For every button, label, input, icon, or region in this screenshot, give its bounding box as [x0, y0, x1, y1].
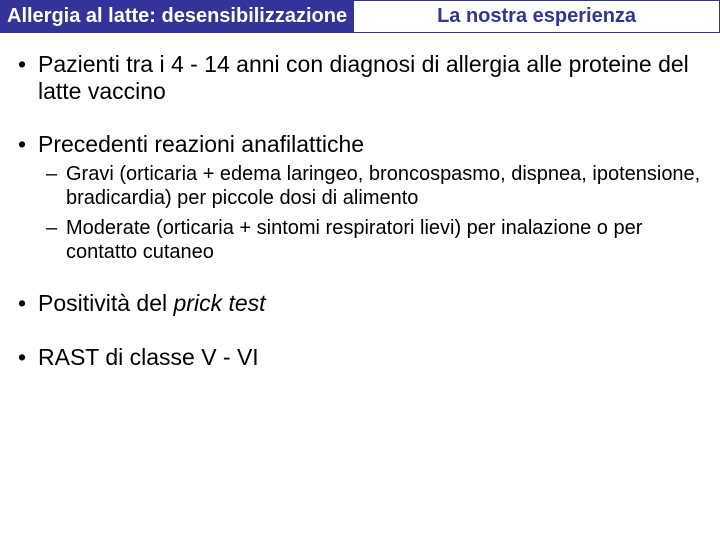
sub-bullet-item: Moderate (orticaria + sintomi respirator…: [38, 216, 706, 264]
bullet-item: Positività del prick test: [14, 290, 706, 317]
bullet-text-italic: prick test: [174, 290, 266, 316]
bullet-list: Positività del prick test RAST di classe…: [14, 290, 706, 370]
header-right-title: La nostra esperienza: [354, 0, 720, 33]
bullet-item: Precedenti reazioni anafilattiche Gravi …: [14, 131, 706, 264]
sub-bullet-item: Gravi (orticaria + edema laringeo, bronc…: [38, 162, 706, 210]
slide-content: Pazienti tra i 4 - 14 anni con diagnosi …: [0, 33, 720, 371]
bullet-item: Pazienti tra i 4 - 14 anni con diagnosi …: [14, 51, 706, 105]
header-bar: Allergia al latte: desensibilizzazione L…: [0, 0, 720, 33]
bullet-text: Precedenti reazioni anafilattiche: [38, 131, 364, 157]
bullet-list: Pazienti tra i 4 - 14 anni con diagnosi …: [14, 51, 706, 264]
sub-bullet-list: Gravi (orticaria + edema laringeo, bronc…: [38, 162, 706, 264]
header-left-title: Allergia al latte: desensibilizzazione: [0, 0, 354, 33]
bullet-text: Positività del: [38, 290, 174, 316]
bullet-item: RAST di classe V - VI: [14, 344, 706, 371]
